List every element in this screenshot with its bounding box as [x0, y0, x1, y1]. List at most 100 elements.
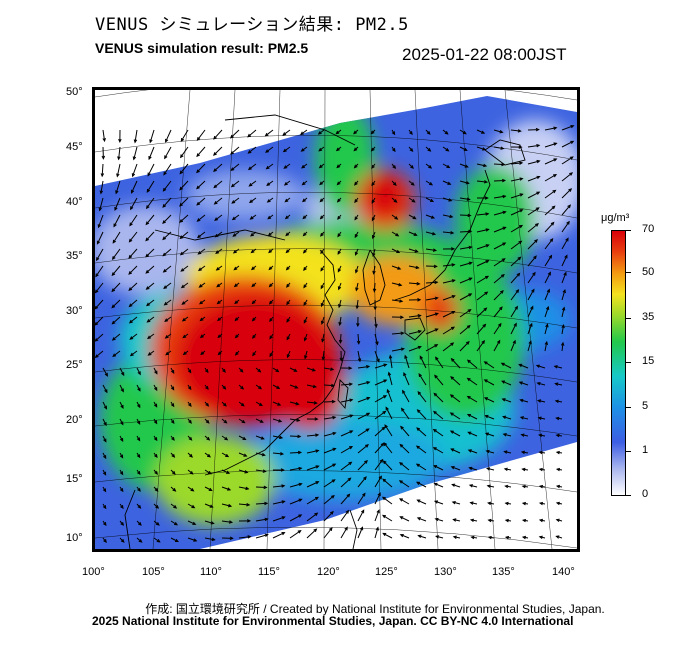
wind-arrow — [452, 501, 461, 505]
wind-arrow — [391, 282, 402, 286]
wind-arrow — [357, 397, 370, 403]
wind-arrow — [493, 290, 504, 301]
wind-arrowhead — [275, 368, 280, 373]
wind-arrow — [391, 348, 404, 352]
wind-arrowhead — [101, 155, 106, 160]
wind-arrowhead — [103, 438, 107, 443]
wind-arrowhead — [435, 535, 440, 539]
wind-arrowhead — [555, 467, 561, 472]
wind-arrowhead — [250, 232, 255, 237]
wind-arrow — [306, 367, 316, 372]
wind-arrowhead — [182, 334, 187, 339]
wind-arrowhead — [282, 148, 287, 153]
wind-arrowhead — [230, 151, 234, 155]
wind-arrow — [510, 256, 521, 267]
wind-arrowhead — [301, 164, 306, 169]
wind-arrow — [266, 163, 274, 170]
wind-arrowhead — [534, 239, 538, 243]
wind-arrow — [544, 272, 551, 284]
wind-arrowhead — [546, 288, 550, 293]
wind-arrow — [213, 129, 223, 140]
wind-arrow — [165, 129, 172, 143]
wind-arrowhead — [162, 252, 167, 257]
wind-arrow — [425, 214, 435, 219]
wind-arrowhead — [485, 244, 490, 248]
wind-arrow — [442, 311, 455, 318]
wind-arrowhead — [257, 368, 262, 373]
wind-arrow — [433, 447, 444, 454]
wind-arrowhead — [213, 168, 217, 173]
wind-arrow — [197, 214, 206, 222]
wind-arrow — [450, 412, 461, 420]
wind-arrowhead — [417, 345, 422, 350]
wind-arrowhead — [311, 368, 316, 372]
wind-arrow — [442, 326, 455, 335]
wind-arrowhead — [187, 369, 192, 374]
wind-arrowhead — [353, 147, 358, 152]
lon-label: 135° — [492, 566, 515, 578]
wind-arrowhead — [513, 322, 517, 327]
credit-line: 作成: 国立環境研究所 / Created by National Instit… — [145, 602, 605, 616]
wind-arrowhead — [519, 416, 524, 420]
wind-arrowhead — [355, 287, 359, 292]
wind-arrowhead — [129, 352, 134, 357]
wind-arrowhead — [248, 199, 253, 204]
wind-arrowhead — [382, 460, 387, 465]
wind-arrowhead — [136, 437, 141, 442]
wind-arrowhead — [560, 341, 565, 346]
wind-arrow — [493, 163, 505, 166]
wind-arrowhead — [149, 139, 153, 144]
wind-arrowhead — [320, 320, 325, 325]
wind-arrow — [180, 129, 189, 142]
wind-arrowhead — [450, 326, 455, 330]
wind-arrow — [340, 461, 352, 471]
wind-arrowhead — [250, 266, 255, 271]
wind-arrowhead — [431, 232, 437, 236]
wind-arrowhead — [164, 318, 169, 322]
wind-arrowhead — [162, 236, 167, 241]
wind-arrowhead — [229, 134, 234, 139]
wind-arrow — [357, 527, 363, 539]
wind-arrow — [425, 197, 434, 202]
wind-arrowhead — [244, 470, 249, 474]
wind-arrow — [340, 494, 350, 505]
wind-arrow — [204, 520, 214, 525]
wind-arrow — [436, 535, 444, 539]
wind-arrow — [561, 125, 574, 131]
wind-arrowhead — [103, 539, 107, 543]
wind-arrowhead — [133, 139, 138, 144]
wind-arrow — [340, 477, 351, 488]
wind-arrow — [187, 503, 195, 509]
wind-arrowhead — [243, 453, 248, 457]
wind-arrow — [129, 316, 138, 324]
wind-arrowhead — [117, 156, 121, 161]
wind-arrow — [467, 396, 478, 403]
wind-arrowhead — [104, 372, 108, 377]
wind-arrowhead — [417, 390, 422, 395]
wind-arrow — [162, 231, 172, 240]
wind-arrow — [417, 517, 427, 522]
wind-arrowhead — [95, 273, 99, 278]
wind-arrow — [538, 399, 546, 403]
wind-arrow — [433, 465, 444, 471]
pm25-map — [92, 87, 580, 552]
wind-arrow — [493, 211, 506, 216]
wind-arrow — [442, 180, 451, 185]
wind-arrow — [372, 248, 376, 257]
lon-label: 115° — [258, 566, 280, 578]
wind-arrowhead — [538, 467, 543, 472]
wind-arrow — [416, 427, 427, 437]
wind-arrowhead — [381, 426, 386, 431]
wind-arrow — [527, 176, 540, 182]
wind-arrowhead — [204, 369, 209, 374]
concentration-field — [95, 96, 577, 549]
wind-arrow — [450, 448, 461, 454]
colorbar — [611, 230, 626, 496]
wind-arrow — [306, 450, 319, 454]
wind-arrowhead — [319, 198, 324, 203]
wind-arrow — [373, 282, 376, 292]
wind-arrowhead — [483, 180, 489, 184]
wind-arrow — [469, 484, 478, 488]
wind-arrow — [265, 146, 274, 153]
wind-arrowhead — [119, 488, 124, 493]
